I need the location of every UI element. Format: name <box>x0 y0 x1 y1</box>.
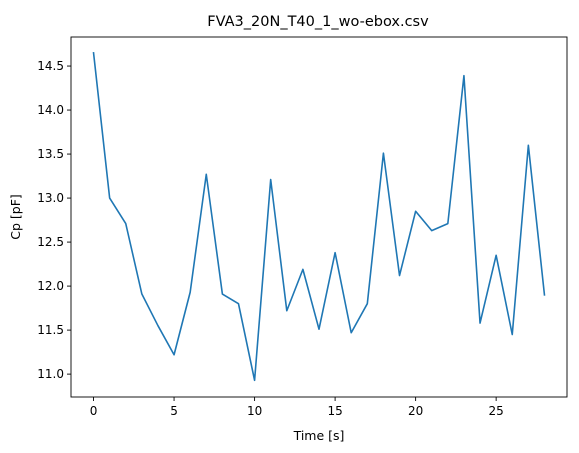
x-axis-ticks: 0 5 10 15 20 25 <box>90 397 504 418</box>
x-tick-label: 0 <box>90 404 98 418</box>
x-tick-label: 20 <box>408 404 423 418</box>
y-tick-label: 13.5 <box>37 147 64 161</box>
y-axis-ticks: 11.0 11.5 12.0 12.5 13.0 13.5 14.0 14.5 <box>37 59 71 381</box>
y-tick-label: 11.5 <box>37 323 64 337</box>
y-tick-label: 11.0 <box>37 367 64 381</box>
y-tick-label: 13.0 <box>37 191 64 205</box>
y-tick-label: 12.0 <box>37 279 64 293</box>
plot-area-frame <box>70 36 568 398</box>
chart-title: FVA3_20N_T40_1_wo-ebox.csv <box>207 14 429 30</box>
y-tick-label: 14.5 <box>37 59 64 73</box>
x-tick-label: 10 <box>247 404 262 418</box>
x-axis-label: Time [s] <box>293 428 345 443</box>
series-line <box>92 51 546 382</box>
x-tick-label: 25 <box>489 404 504 418</box>
y-axis-label: Cp [pF] <box>8 194 23 240</box>
y-tick-label: 14.0 <box>37 103 64 117</box>
x-tick-label: 5 <box>170 404 178 418</box>
y-tick-label: 12.5 <box>37 235 64 249</box>
x-tick-label: 15 <box>327 404 342 418</box>
